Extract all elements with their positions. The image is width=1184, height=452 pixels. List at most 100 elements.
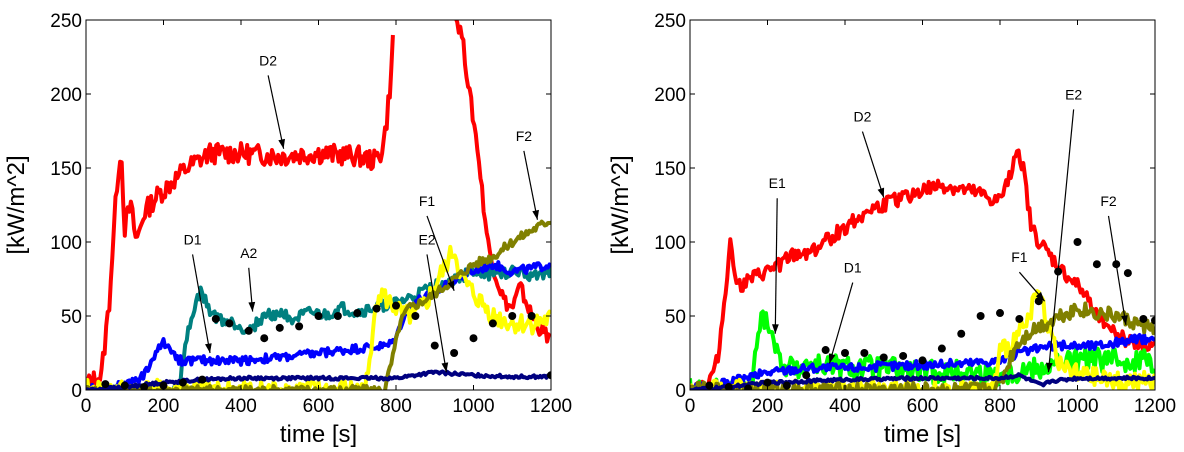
- left-annotation-arrow-f2: [523, 150, 539, 220]
- right-measured-point-24: [1151, 316, 1155, 325]
- right-annotation-arrow-e2: [1047, 109, 1075, 373]
- left-measured-point-1: [120, 381, 129, 390]
- right-annotation-arrowhead-f2: [1121, 315, 1128, 325]
- right-annotation-arrowhead-d1: [828, 353, 836, 364]
- right-annotation-arrowhead-e1: [772, 324, 779, 334]
- right-annotation-arrowhead-f1: [1035, 291, 1045, 302]
- right-annotation-e1: E1: [769, 175, 786, 191]
- right-plot-frame: [689, 19, 1156, 391]
- left-x-tick-label: 1200: [530, 396, 572, 417]
- right-y-tick-label: 100: [654, 233, 686, 254]
- left-series-d1-3: [86, 258, 551, 390]
- right-measured-point-11: [918, 356, 927, 365]
- left-annotation-arrowhead-d2: [278, 138, 285, 149]
- right-y-axis-label: [kW/m^2]: [607, 155, 634, 254]
- left-annotation-arrow-e2: [426, 254, 447, 373]
- right-measured-point-6: [821, 346, 830, 355]
- left-measured-point-18: [430, 341, 439, 350]
- left-annotation-e2: E2: [418, 231, 435, 247]
- right-measured-point-2: [744, 384, 753, 390]
- right-measured-point-0: [705, 381, 714, 390]
- right-x-tick-label: 0: [685, 396, 696, 417]
- right-chart: 0 200 400 600 800 1000 1200 0 50 100 150 200 250 D2 E…: [607, 11, 1176, 448]
- right-y-tick-label: 200: [654, 85, 686, 106]
- right-measured-point-16: [1015, 314, 1024, 323]
- left-measured-point-14: [353, 309, 362, 318]
- left-annotation-arrowhead-d1: [205, 343, 212, 353]
- left-y-axis-label: [kW/m^2]: [3, 155, 30, 254]
- left-measured-point-4: [178, 378, 187, 387]
- right-measured-point-5: [802, 371, 811, 380]
- right-y-tick-label: 250: [654, 11, 686, 32]
- right-y-tick-label: 0: [675, 381, 686, 402]
- right-measured-point-4: [782, 381, 791, 390]
- right-annotation-d2: D2: [853, 109, 871, 125]
- right-x-tick-label: 1200: [1134, 396, 1176, 417]
- right-annotation-arrow-e1: [774, 198, 778, 334]
- right-y-tick-label: 150: [654, 159, 686, 180]
- right-measured-point-22: [1123, 269, 1132, 278]
- left-measured-point-19: [450, 349, 459, 357]
- right-measured-point-10: [899, 351, 908, 360]
- left-annotation-f2: F2: [516, 128, 533, 144]
- left-annotation-arrowhead-e2: [441, 362, 449, 373]
- left-measured-point-10: [275, 323, 284, 332]
- left-measured-point-16: [392, 301, 400, 310]
- left-x-axis-label: time [s]: [280, 421, 357, 448]
- right-annotation-arrowhead-d2: [877, 187, 885, 198]
- left-measured-point-24: [547, 371, 551, 380]
- left-measured-point-7: [225, 319, 234, 328]
- right-x-tick-label: 600: [907, 396, 939, 417]
- left-annotation-arrowhead-a2: [248, 301, 256, 312]
- right-annotation-arrow-d1: [828, 282, 854, 364]
- left-x-tick-label: 400: [225, 396, 257, 417]
- right-annotation-f2: F2: [1100, 193, 1117, 209]
- right-annotation-arrow-f2: [1107, 215, 1127, 325]
- right-y-tick-label: 50: [665, 307, 686, 328]
- left-y-tick-label: 200: [50, 85, 82, 106]
- left-annotation-a2: A2: [240, 245, 257, 261]
- left-y-tick-label: 250: [50, 11, 82, 32]
- left-annotation-arrow-f1: [426, 215, 455, 292]
- right-annotation-arrow-d2: [861, 131, 885, 198]
- left-measured-point-0: [101, 380, 110, 389]
- left-measured-point-15: [372, 304, 381, 313]
- left-series-d2-1: [454, 20, 551, 344]
- right-measured-point-14: [976, 312, 985, 320]
- right-annotation-f1: F1: [1011, 249, 1028, 265]
- right-x-tick-label: 1000: [1056, 396, 1098, 417]
- left-series-f2-5: [86, 219, 551, 390]
- left-y-tick-label: 0: [71, 381, 82, 402]
- left-annotation-arrowhead-f2: [532, 209, 539, 220]
- left-annotation-d2: D2: [259, 52, 277, 68]
- left-x-tick-label: 1000: [452, 396, 494, 417]
- right-annotation-e2: E2: [1065, 86, 1082, 102]
- left-annotation-arrowhead-f1: [447, 280, 455, 291]
- left-measured-point-22: [508, 312, 517, 320]
- right-x-tick-label: 200: [752, 396, 784, 417]
- left-measured-point-13: [333, 312, 342, 320]
- right-x-tick-label: 800: [984, 396, 1016, 417]
- right-measured-point-15: [996, 309, 1004, 318]
- left-measured-point-11: [295, 322, 304, 331]
- right-annotation-d1: D1: [844, 260, 862, 276]
- left-y-tick-label: 100: [50, 233, 82, 254]
- left-measured-point-17: [411, 312, 420, 320]
- left-annotation-f1: F1: [419, 193, 436, 209]
- left-measured-point-20: [469, 334, 478, 343]
- left-measured-point-23: [527, 312, 536, 320]
- left-annotation-arrow-d2: [267, 75, 285, 149]
- left-measured-point-6: [211, 314, 220, 323]
- left-measured-point-8: [244, 326, 253, 335]
- right-measured-point-23: [1139, 314, 1148, 323]
- left-x-tick-label: 800: [380, 396, 412, 417]
- right-measured-point-13: [957, 329, 966, 338]
- left-y-tick-label: 50: [61, 307, 82, 328]
- right-measured-point-12: [937, 344, 946, 353]
- right-measured-point-20: [1092, 260, 1101, 269]
- right-x-axis-label: time [s]: [884, 421, 961, 448]
- left-y-tick-label: 150: [50, 159, 82, 180]
- left-series-d2-0: [86, 34, 395, 390]
- left-annotation-d1: D1: [184, 231, 202, 247]
- right-measured-point-3: [763, 378, 772, 387]
